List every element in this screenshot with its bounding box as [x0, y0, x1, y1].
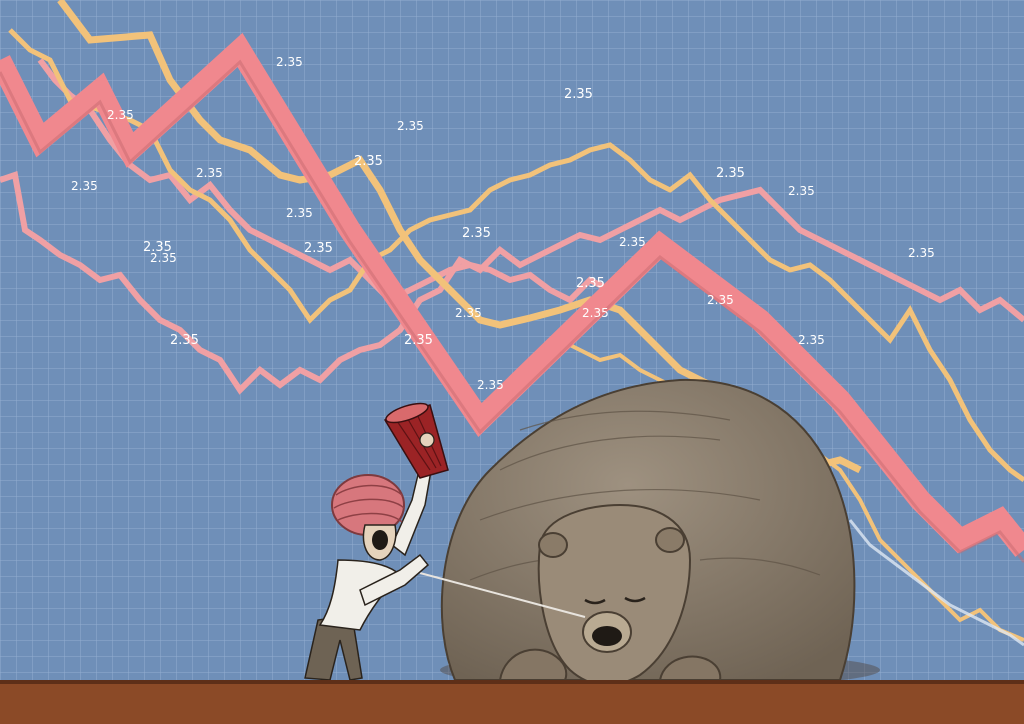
bear-nose [592, 626, 622, 646]
string-line [419, 572, 586, 618]
value-label: 2.35 [462, 226, 491, 241]
value-label: 2.35 [582, 306, 609, 320]
orange-stock-line-2 [8, 28, 1024, 483]
bear-eyes-closed [584, 596, 646, 605]
white-stock-line-faint [848, 519, 1024, 647]
value-label: 2.35 [143, 240, 172, 255]
value-label: 2.35 [354, 154, 383, 169]
ground [0, 680, 1024, 724]
ground-edge [0, 680, 1024, 684]
man-arm-front [359, 553, 430, 607]
pink-stock-line-main [0, 32, 1024, 557]
sleeping-bear [440, 378, 880, 688]
value-label: 2.35 [170, 333, 199, 348]
value-label: 2.35 [107, 108, 134, 122]
value-label: 2.35 [397, 119, 424, 133]
bear-paw-right [658, 655, 722, 681]
value-label: 2.35 [798, 333, 825, 347]
value-label: 2.35 [150, 251, 177, 265]
bear-ear-left [538, 532, 568, 558]
man-shirt [318, 559, 402, 631]
drum-icon [383, 402, 449, 479]
value-label: 2.35 [286, 206, 313, 220]
value-label: 2.35 [404, 333, 433, 348]
value-label: 2.35 [276, 55, 303, 69]
pink-stock-line-thin-1 [0, 171, 1024, 395]
value-label: 2.35 [304, 241, 333, 256]
pink-stock-line-main-shadow [0, 59, 1024, 563]
value-label: 2.35 [196, 166, 223, 180]
value-label: 2.35 [619, 235, 646, 249]
bear-paw-left [498, 648, 568, 681]
man-hand [419, 432, 435, 448]
value-label: 2.35 [576, 276, 605, 291]
value-label: 2.35 [477, 378, 504, 392]
man-open-mouth [372, 530, 388, 550]
value-label: 2.35 [788, 184, 815, 198]
man-with-drum [304, 402, 449, 681]
value-label: 2.35 [908, 246, 935, 260]
value-label: 2.35 [716, 166, 745, 181]
bear-head [537, 503, 692, 686]
turban-stripes [333, 484, 405, 523]
value-labels: 2.35 2.35 2.35 2.35 2.35 2.35 2.35 2.35 … [71, 55, 935, 392]
value-label: 2.35 [564, 87, 593, 102]
value-label: 2.35 [71, 179, 98, 193]
bear-ear-right [655, 527, 685, 553]
value-label: 2.35 [455, 306, 482, 320]
value-label: 2.35 [707, 293, 734, 307]
